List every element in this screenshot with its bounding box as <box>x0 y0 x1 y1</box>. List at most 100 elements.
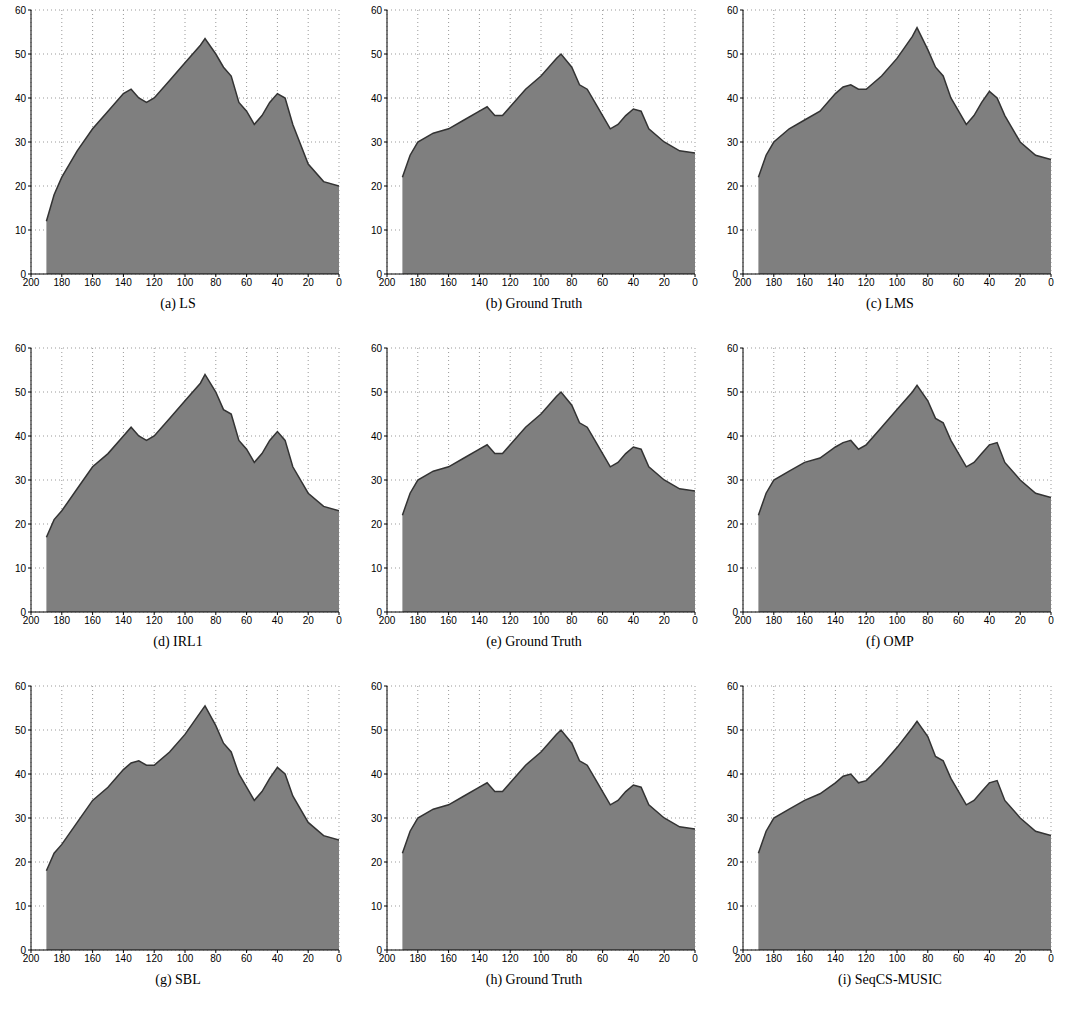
svg-text:160: 160 <box>440 615 457 626</box>
svg-text:20: 20 <box>303 615 315 626</box>
svg-text:60: 60 <box>371 681 383 692</box>
svg-text:120: 120 <box>858 615 875 626</box>
svg-text:80: 80 <box>922 615 934 626</box>
svg-text:10: 10 <box>15 563 27 574</box>
svg-text:160: 160 <box>84 953 101 964</box>
svg-text:40: 40 <box>984 277 996 288</box>
svg-text:60: 60 <box>241 277 253 288</box>
svg-text:50: 50 <box>371 387 383 398</box>
svg-text:60: 60 <box>597 953 609 964</box>
svg-text:10: 10 <box>371 901 383 912</box>
svg-text:140: 140 <box>827 953 844 964</box>
svg-text:100: 100 <box>889 953 906 964</box>
svg-text:20: 20 <box>371 857 383 868</box>
svg-text:0: 0 <box>732 945 738 956</box>
svg-text:180: 180 <box>53 277 70 288</box>
svg-text:60: 60 <box>15 681 27 692</box>
svg-text:40: 40 <box>15 93 27 104</box>
svg-text:20: 20 <box>1015 615 1027 626</box>
svg-text:0: 0 <box>732 269 738 280</box>
svg-text:50: 50 <box>371 49 383 60</box>
svg-text:100: 100 <box>889 615 906 626</box>
svg-text:30: 30 <box>727 137 739 148</box>
svg-text:0: 0 <box>20 269 26 280</box>
svg-text:160: 160 <box>796 277 813 288</box>
svg-text:30: 30 <box>727 475 739 486</box>
svg-text:20: 20 <box>727 519 739 530</box>
svg-text:120: 120 <box>502 953 519 964</box>
svg-text:120: 120 <box>502 277 519 288</box>
svg-text:100: 100 <box>177 615 194 626</box>
svg-text:0: 0 <box>20 945 26 956</box>
svg-text:180: 180 <box>409 277 426 288</box>
svg-text:160: 160 <box>440 953 457 964</box>
svg-text:50: 50 <box>371 725 383 736</box>
svg-text:30: 30 <box>727 813 739 824</box>
svg-text:50: 50 <box>15 49 27 60</box>
svg-text:20: 20 <box>15 519 27 530</box>
svg-text:80: 80 <box>210 277 222 288</box>
svg-text:40: 40 <box>272 277 284 288</box>
svg-text:80: 80 <box>566 953 578 964</box>
svg-text:60: 60 <box>727 681 739 692</box>
svg-text:50: 50 <box>727 725 739 736</box>
svg-text:0: 0 <box>376 945 382 956</box>
svg-text:20: 20 <box>371 519 383 530</box>
svg-text:40: 40 <box>272 615 284 626</box>
svg-text:30: 30 <box>371 475 383 486</box>
svg-text:40: 40 <box>15 431 27 442</box>
svg-text:40: 40 <box>628 615 640 626</box>
svg-text:160: 160 <box>84 277 101 288</box>
svg-text:140: 140 <box>115 615 132 626</box>
svg-text:60: 60 <box>597 277 609 288</box>
svg-text:20: 20 <box>1015 953 1027 964</box>
svg-text:10: 10 <box>371 225 383 236</box>
svg-text:180: 180 <box>53 953 70 964</box>
svg-text:30: 30 <box>371 137 383 148</box>
svg-text:100: 100 <box>177 277 194 288</box>
svg-text:0: 0 <box>1048 615 1054 626</box>
svg-text:180: 180 <box>409 615 426 626</box>
svg-text:60: 60 <box>953 953 965 964</box>
svg-text:10: 10 <box>371 563 383 574</box>
svg-text:140: 140 <box>471 953 488 964</box>
svg-text:0: 0 <box>336 615 342 626</box>
svg-text:100: 100 <box>533 277 550 288</box>
svg-text:60: 60 <box>727 5 739 16</box>
svg-text:60: 60 <box>597 615 609 626</box>
svg-text:60: 60 <box>241 953 253 964</box>
svg-text:50: 50 <box>727 387 739 398</box>
svg-text:40: 40 <box>984 615 996 626</box>
svg-text:100: 100 <box>889 277 906 288</box>
svg-text:20: 20 <box>659 953 671 964</box>
svg-text:40: 40 <box>272 953 284 964</box>
svg-text:0: 0 <box>692 953 698 964</box>
svg-text:100: 100 <box>533 615 550 626</box>
svg-text:160: 160 <box>796 615 813 626</box>
svg-text:0: 0 <box>20 607 26 618</box>
svg-text:120: 120 <box>502 615 519 626</box>
svg-text:60: 60 <box>953 277 965 288</box>
svg-text:0: 0 <box>336 953 342 964</box>
svg-text:60: 60 <box>15 343 27 354</box>
svg-text:0: 0 <box>692 615 698 626</box>
svg-text:80: 80 <box>210 615 222 626</box>
svg-text:10: 10 <box>727 901 739 912</box>
svg-text:10: 10 <box>727 563 739 574</box>
svg-text:40: 40 <box>371 431 383 442</box>
svg-text:140: 140 <box>115 953 132 964</box>
svg-text:180: 180 <box>765 277 782 288</box>
svg-text:120: 120 <box>146 615 163 626</box>
svg-text:140: 140 <box>827 615 844 626</box>
svg-text:60: 60 <box>15 5 27 16</box>
svg-text:10: 10 <box>15 901 27 912</box>
svg-text:40: 40 <box>628 953 640 964</box>
svg-text:120: 120 <box>146 953 163 964</box>
svg-text:60: 60 <box>727 343 739 354</box>
svg-text:10: 10 <box>15 225 27 236</box>
svg-text:20: 20 <box>659 615 671 626</box>
svg-text:30: 30 <box>371 813 383 824</box>
svg-text:180: 180 <box>765 953 782 964</box>
svg-text:20: 20 <box>659 277 671 288</box>
svg-text:60: 60 <box>953 615 965 626</box>
